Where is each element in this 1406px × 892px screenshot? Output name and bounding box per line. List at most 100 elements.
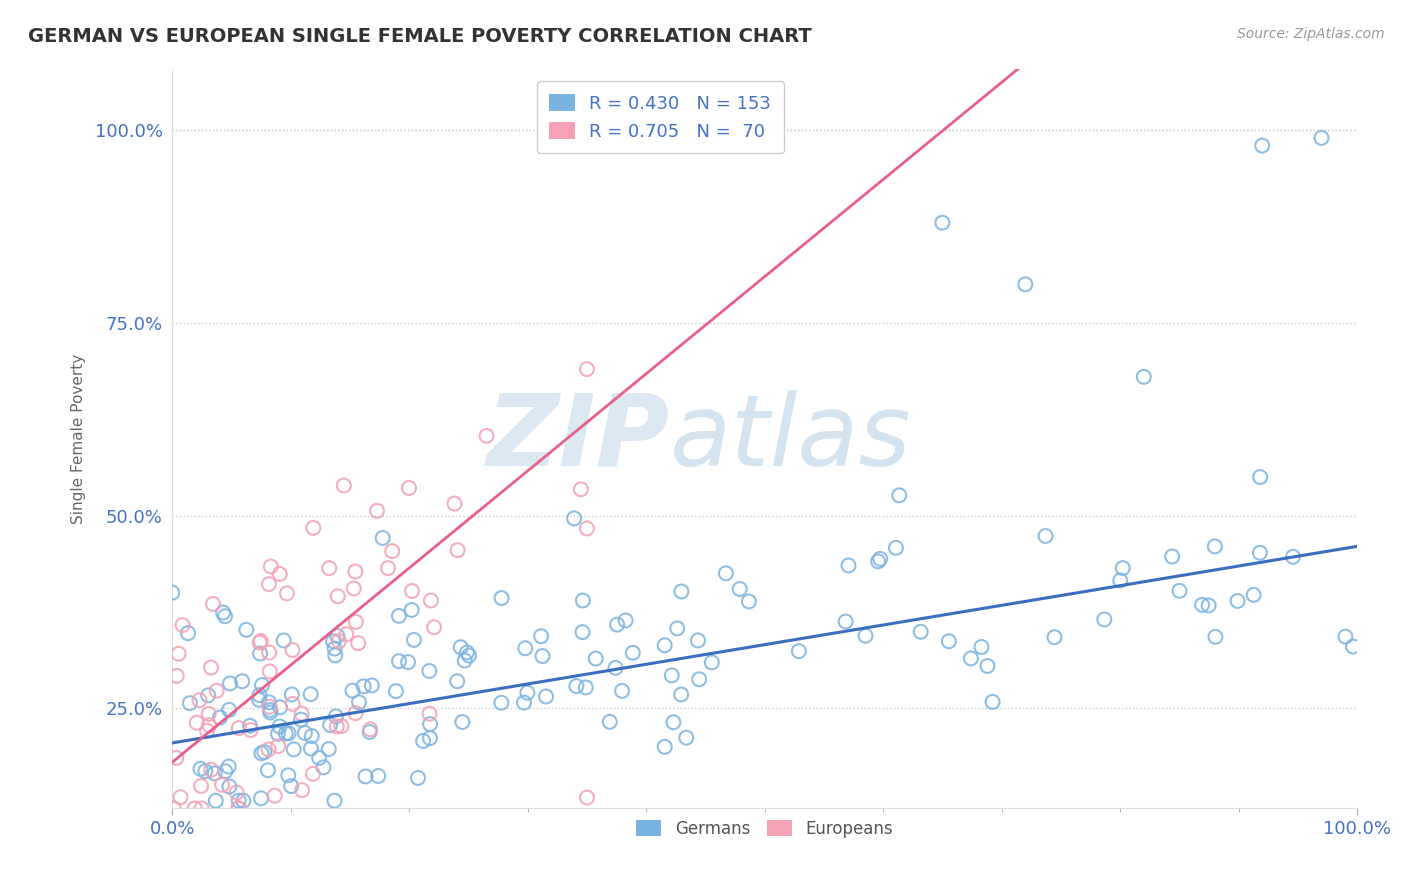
- Point: [249, 647, 271, 661]
- Point: [401, 603, 423, 617]
- Point: [1341, 640, 1364, 654]
- Point: [868, 554, 890, 568]
- Point: [569, 483, 592, 497]
- Point: [446, 543, 468, 558]
- Point: [1249, 470, 1271, 484]
- Point: [277, 768, 299, 782]
- Point: [381, 544, 404, 558]
- Point: [714, 566, 737, 581]
- Point: [200, 660, 222, 674]
- Point: [301, 729, 323, 743]
- Point: [367, 769, 389, 783]
- Point: [418, 664, 440, 678]
- Point: [249, 634, 271, 648]
- Point: [218, 703, 240, 717]
- Point: [200, 763, 222, 777]
- Point: [179, 696, 201, 710]
- Point: [1161, 549, 1184, 564]
- Point: [250, 678, 273, 692]
- Point: [257, 577, 280, 591]
- Point: [228, 721, 250, 735]
- Point: [450, 640, 472, 655]
- Point: [1282, 549, 1305, 564]
- Point: [276, 586, 298, 600]
- Point: [572, 593, 595, 607]
- Point: [575, 362, 598, 376]
- Point: [402, 632, 425, 647]
- Point: [516, 686, 538, 700]
- Point: [186, 715, 208, 730]
- Point: [257, 645, 280, 659]
- Point: [420, 593, 443, 607]
- Y-axis label: Single Female Poverty: Single Female Poverty: [72, 353, 86, 524]
- Point: [290, 713, 312, 727]
- Point: [318, 742, 340, 756]
- Point: [218, 780, 240, 794]
- Point: [1112, 561, 1135, 575]
- Point: [201, 597, 224, 611]
- Point: [326, 629, 349, 643]
- Point: [662, 715, 685, 730]
- Text: GERMAN VS EUROPEAN SINGLE FEMALE POVERTY CORRELATION CHART: GERMAN VS EUROPEAN SINGLE FEMALE POVERTY…: [28, 27, 811, 45]
- Point: [257, 695, 280, 709]
- Point: [247, 693, 270, 707]
- Point: [299, 687, 322, 701]
- Point: [513, 696, 536, 710]
- Point: [277, 726, 299, 740]
- Point: [585, 651, 607, 665]
- Point: [259, 706, 281, 720]
- Point: [344, 706, 367, 720]
- Point: [184, 801, 207, 815]
- Point: [1249, 546, 1271, 560]
- Point: [976, 659, 998, 673]
- Point: [454, 653, 477, 667]
- Point: [281, 688, 304, 702]
- Point: [406, 771, 429, 785]
- Point: [225, 786, 247, 800]
- Point: [458, 648, 481, 663]
- Point: [239, 723, 262, 737]
- Point: [347, 636, 370, 650]
- Point: [446, 674, 468, 689]
- Text: Source: ZipAtlas.com: Source: ZipAtlas.com: [1237, 27, 1385, 41]
- Point: [214, 764, 236, 779]
- Point: [198, 718, 221, 732]
- Point: [451, 714, 474, 729]
- Point: [353, 679, 375, 693]
- Point: [1168, 583, 1191, 598]
- Point: [534, 690, 557, 704]
- Point: [294, 726, 316, 740]
- Point: [302, 521, 325, 535]
- Point: [259, 703, 281, 717]
- Point: [330, 719, 353, 733]
- Point: [342, 683, 364, 698]
- Point: [281, 697, 304, 711]
- Point: [326, 589, 349, 603]
- Point: [204, 766, 226, 780]
- Point: [621, 646, 644, 660]
- Point: [531, 648, 554, 663]
- Point: [475, 429, 498, 443]
- Point: [605, 661, 627, 675]
- Point: [205, 683, 228, 698]
- Point: [281, 643, 304, 657]
- Point: [335, 627, 357, 641]
- Point: [1243, 588, 1265, 602]
- Point: [515, 641, 537, 656]
- Point: [302, 766, 325, 780]
- Point: [398, 481, 420, 495]
- Point: [250, 746, 273, 760]
- Point: [377, 561, 399, 575]
- Point: [263, 789, 285, 803]
- Point: [575, 521, 598, 535]
- Point: [259, 699, 281, 714]
- Point: [312, 760, 335, 774]
- Point: [165, 751, 187, 765]
- Point: [318, 561, 340, 575]
- Point: [910, 624, 932, 639]
- Point: [250, 791, 273, 805]
- Point: [855, 629, 877, 643]
- Point: [214, 609, 236, 624]
- Point: [388, 654, 411, 668]
- Point: [212, 606, 235, 620]
